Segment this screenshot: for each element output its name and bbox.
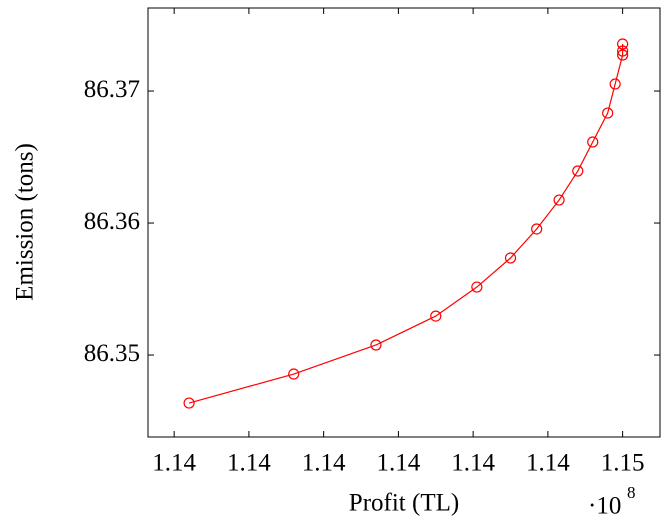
x-tick-label: 1.14: [227, 450, 271, 477]
point-marker: [609, 78, 621, 90]
x-tick-label: 1.14: [377, 450, 421, 477]
point-marker: [587, 136, 599, 148]
point-marker: [602, 107, 614, 119]
plot-frame: [147, 7, 661, 438]
point-marker: [471, 281, 483, 293]
x-axis-label: Profit (TL): [349, 490, 459, 517]
point-marker: [183, 397, 195, 409]
y-tick-label: 86.36: [84, 208, 140, 235]
x-tick-label: 1.15: [601, 450, 645, 477]
point-marker: [430, 310, 442, 322]
y-tick-label: 86.35: [84, 340, 140, 367]
point-marker: [553, 194, 565, 206]
x-tick-label: 1.14: [526, 450, 570, 477]
x-scale-exponent: 8: [627, 483, 636, 502]
series-line: [188, 44, 624, 404]
point-marker: [531, 223, 543, 235]
point-marker: [617, 45, 629, 57]
y-axis-label: Emission (tons): [12, 143, 39, 301]
y-tick-label: 86.37: [84, 76, 140, 103]
x-scale-label: ·10: [588, 493, 621, 520]
point-marker: [617, 49, 629, 61]
x-tick-label: 1.14: [152, 450, 196, 477]
point-marker: [288, 368, 300, 380]
point-marker: [617, 38, 629, 50]
x-tick-label: 1.14: [451, 450, 495, 477]
point-marker: [572, 165, 584, 177]
x-tick-label: 1.14: [302, 450, 346, 477]
point-marker: [370, 339, 382, 351]
point-marker: [504, 252, 517, 264]
